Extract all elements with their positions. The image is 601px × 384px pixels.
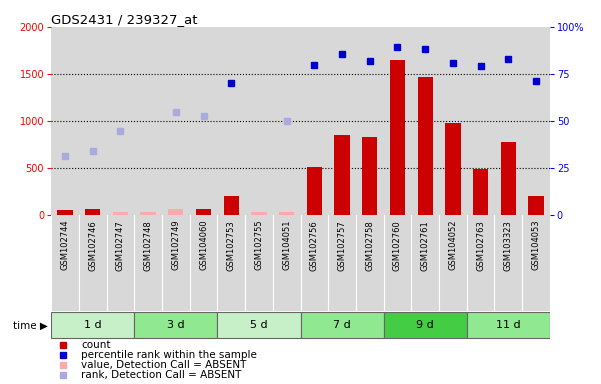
Text: GSM102749: GSM102749 (171, 220, 180, 270)
Bar (522, 215, 550, 311)
Bar (307, 167, 322, 215)
Text: rank, Detection Call = ABSENT: rank, Detection Call = ABSENT (81, 370, 242, 380)
Bar (279, 212, 294, 215)
Bar (439, 27, 467, 215)
Bar (300, 215, 328, 311)
Bar (300, 27, 328, 215)
Bar (190, 215, 218, 311)
Bar (162, 27, 190, 215)
Bar (467, 215, 495, 311)
Bar (79, 27, 106, 215)
Text: 3 d: 3 d (167, 320, 185, 331)
Bar (218, 215, 245, 311)
Bar (251, 212, 267, 215)
Bar (300, 313, 383, 338)
Bar (79, 215, 106, 311)
Text: GSM102744: GSM102744 (61, 220, 70, 270)
Bar (383, 313, 467, 338)
Bar (85, 209, 100, 215)
Text: GSM104053: GSM104053 (531, 220, 540, 270)
Text: GSM104060: GSM104060 (199, 220, 208, 270)
Bar (106, 27, 134, 215)
Text: time ▶: time ▶ (13, 320, 48, 331)
Text: count: count (81, 340, 111, 350)
Bar (113, 212, 128, 215)
Bar (134, 27, 162, 215)
Text: 9 d: 9 d (416, 320, 434, 331)
Text: GSM102747: GSM102747 (116, 220, 125, 271)
Bar (218, 27, 245, 215)
Bar (334, 135, 350, 215)
Text: GSM102756: GSM102756 (310, 220, 319, 271)
Bar (356, 27, 383, 215)
Bar (245, 27, 273, 215)
Bar (162, 215, 190, 311)
Text: GSM104052: GSM104052 (448, 220, 457, 270)
Bar (106, 215, 134, 311)
Text: 1 d: 1 d (84, 320, 102, 331)
Bar (528, 196, 544, 215)
Text: GSM102757: GSM102757 (338, 220, 347, 271)
Bar (141, 212, 156, 215)
Bar (190, 27, 218, 215)
Bar (411, 27, 439, 215)
Bar (411, 215, 439, 311)
Bar (439, 215, 467, 311)
Bar (196, 209, 211, 215)
Bar (495, 215, 522, 311)
Text: GSM103323: GSM103323 (504, 220, 513, 271)
Bar (273, 215, 300, 311)
Bar (501, 142, 516, 215)
Text: GSM102760: GSM102760 (393, 220, 402, 271)
Bar (522, 27, 550, 215)
Text: 7 d: 7 d (333, 320, 351, 331)
Bar (224, 196, 239, 215)
Bar (134, 215, 162, 311)
Bar (57, 210, 73, 215)
Text: GSM104051: GSM104051 (282, 220, 291, 270)
Bar (467, 313, 550, 338)
Text: GSM102748: GSM102748 (144, 220, 153, 271)
Bar (418, 77, 433, 215)
Bar (51, 215, 79, 311)
Bar (390, 60, 405, 215)
Text: GSM102761: GSM102761 (421, 220, 430, 271)
Text: GSM102746: GSM102746 (88, 220, 97, 271)
Text: GDS2431 / 239327_at: GDS2431 / 239327_at (51, 13, 198, 26)
Bar (51, 27, 79, 215)
Bar (273, 27, 300, 215)
Bar (134, 313, 218, 338)
Bar (467, 27, 495, 215)
Bar (51, 313, 134, 338)
Bar (473, 169, 488, 215)
Bar (218, 313, 300, 338)
Text: GSM102763: GSM102763 (476, 220, 485, 271)
Bar (383, 215, 411, 311)
Bar (495, 27, 522, 215)
Bar (383, 27, 411, 215)
Bar (328, 27, 356, 215)
Bar (362, 137, 377, 215)
Bar (168, 209, 183, 215)
Text: percentile rank within the sample: percentile rank within the sample (81, 350, 257, 360)
Bar (328, 215, 356, 311)
Text: GSM102758: GSM102758 (365, 220, 374, 271)
Text: value, Detection Call = ABSENT: value, Detection Call = ABSENT (81, 360, 246, 370)
Text: 5 d: 5 d (250, 320, 267, 331)
Bar (356, 215, 383, 311)
Text: GSM102753: GSM102753 (227, 220, 236, 271)
Text: 11 d: 11 d (496, 320, 520, 331)
Bar (445, 123, 460, 215)
Text: GSM102755: GSM102755 (254, 220, 263, 270)
Bar (245, 215, 273, 311)
